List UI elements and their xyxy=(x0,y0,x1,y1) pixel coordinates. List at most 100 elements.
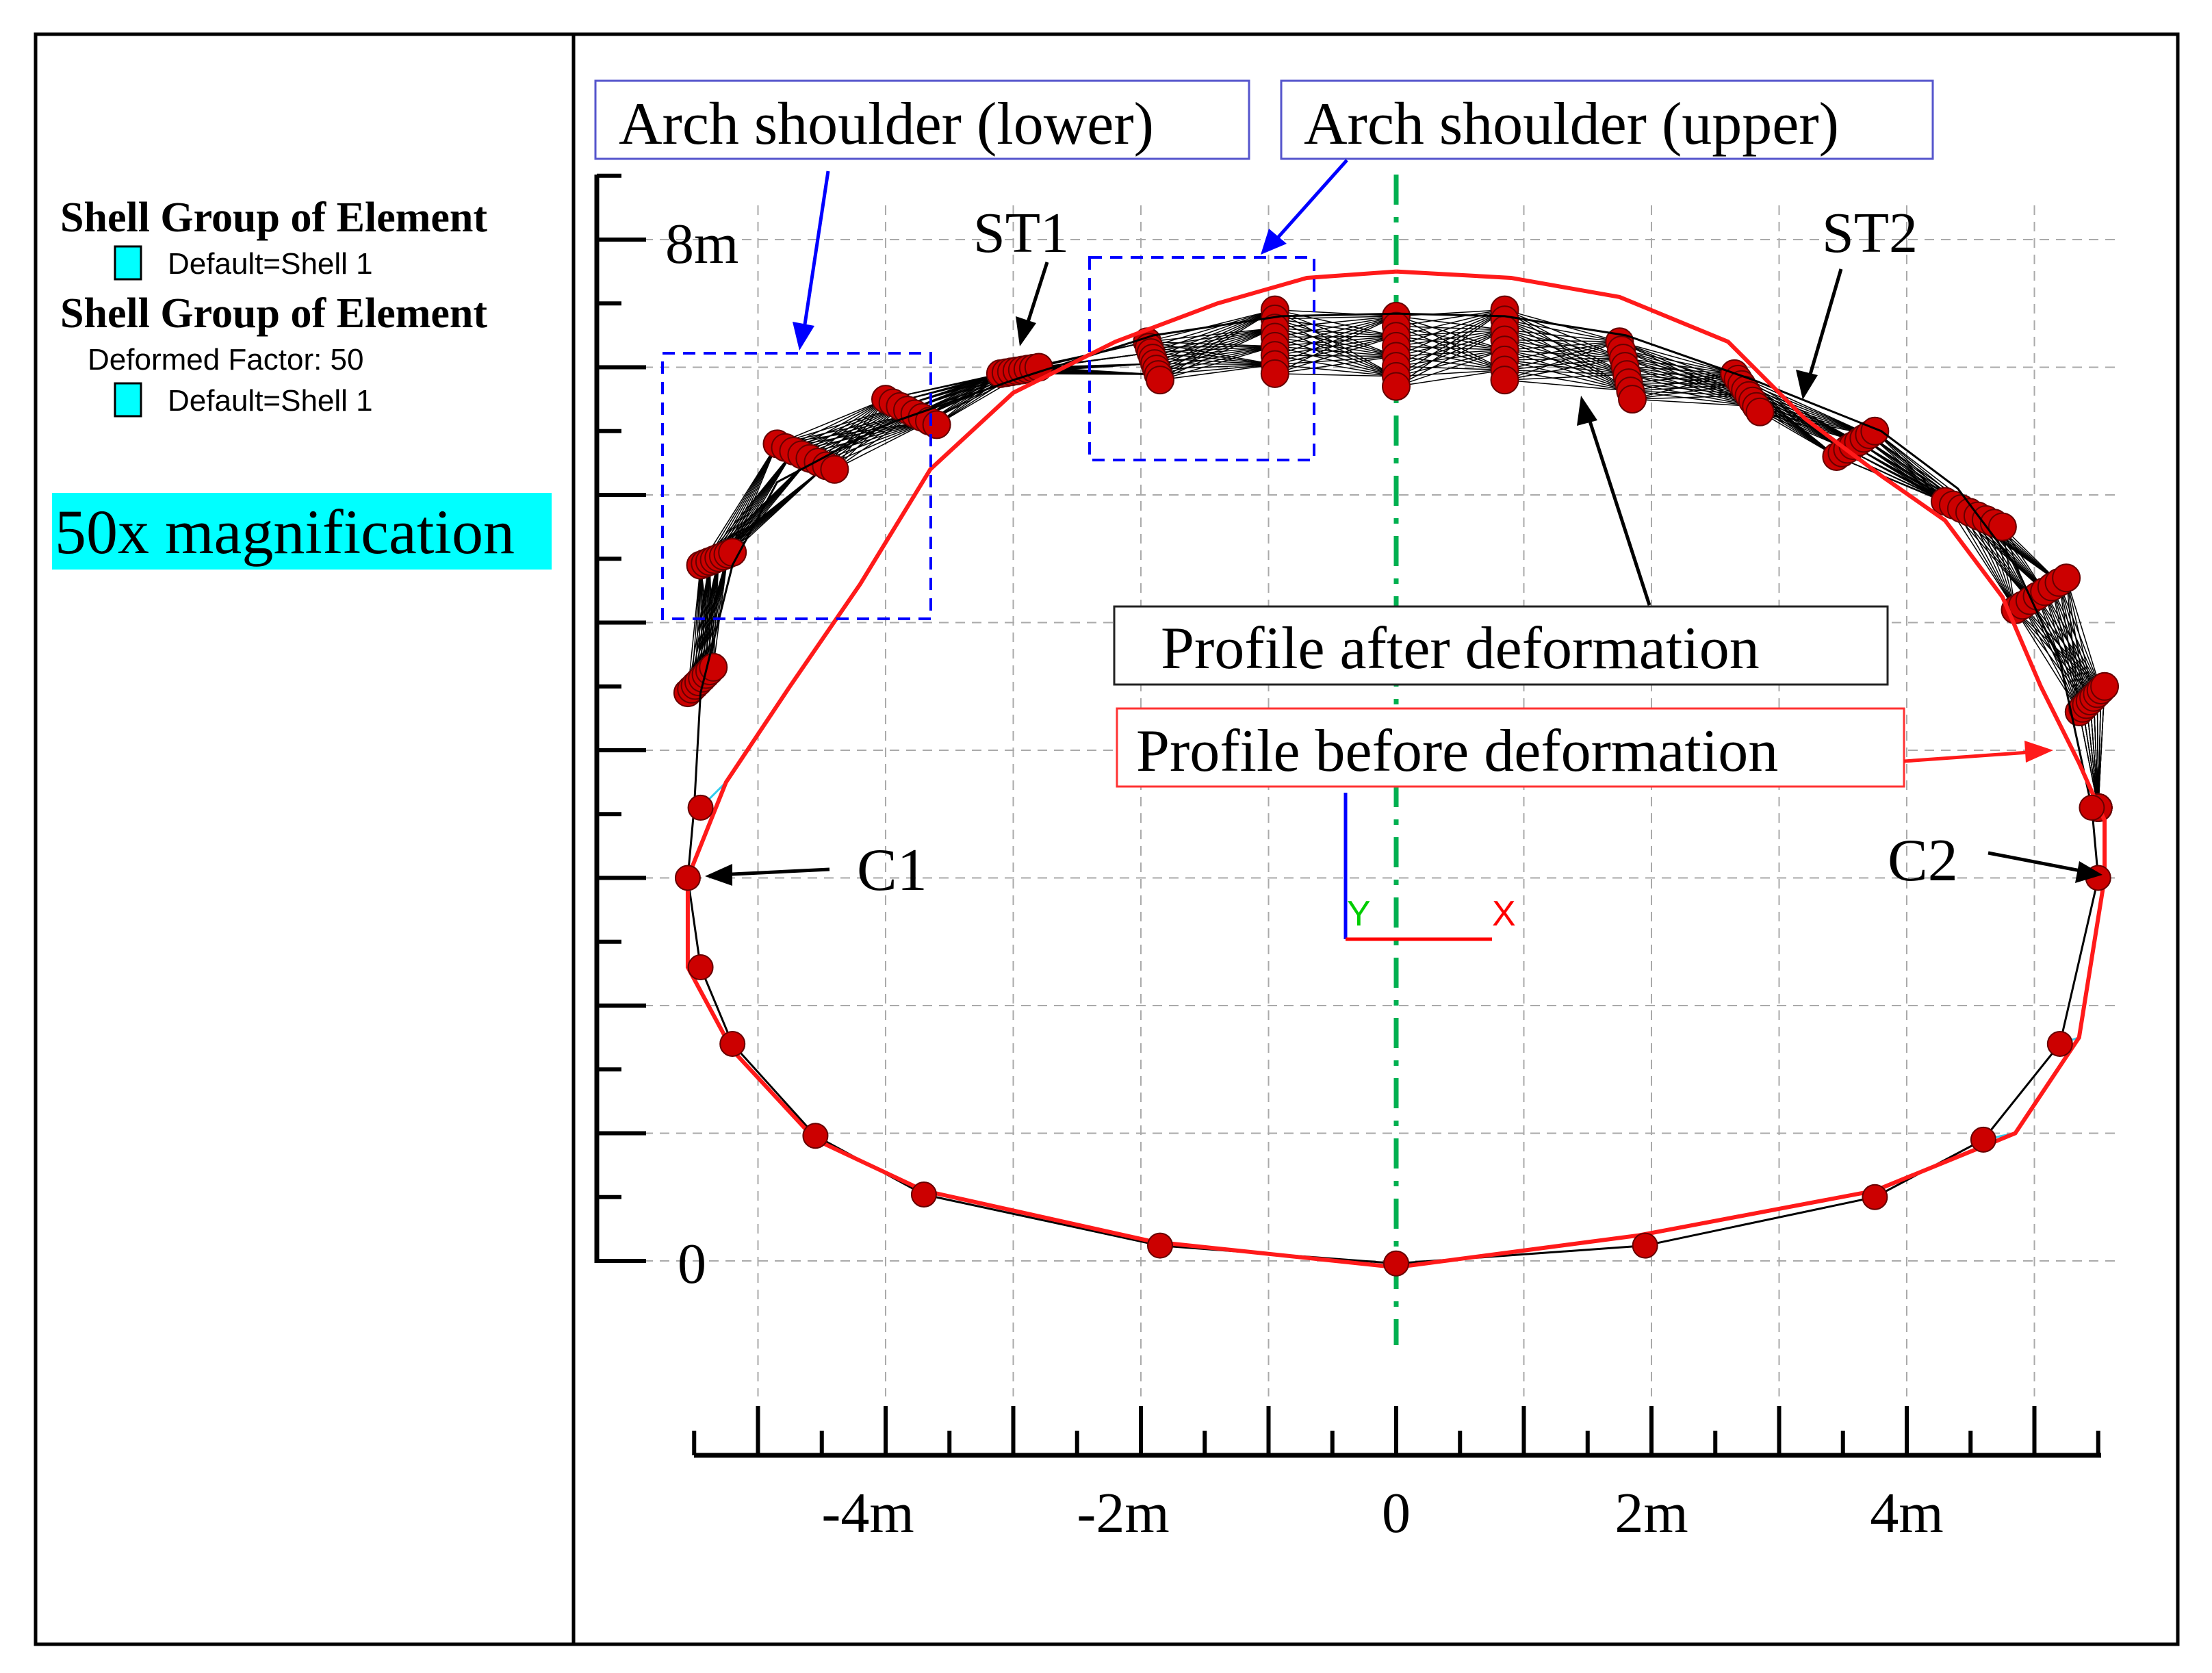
magnification-label: 50x magnification xyxy=(55,497,515,567)
profile-before-arrowhead xyxy=(2024,741,2053,763)
deformation-line xyxy=(1621,349,1735,374)
deformation-line xyxy=(2079,711,2099,808)
c1-label: C1 xyxy=(857,837,927,904)
deformation-line xyxy=(1274,316,1397,338)
deformation-line xyxy=(1504,319,1620,342)
deformation-line xyxy=(1274,335,1397,347)
triad-x-label: X xyxy=(1492,894,1516,934)
shoulder-node xyxy=(820,455,849,484)
x-axis: -4m -2m 0 2m 4m xyxy=(692,1406,2101,1545)
deformation-line xyxy=(1038,352,1151,368)
deformation-line xyxy=(1396,349,1505,387)
arch-lower-region xyxy=(661,352,932,620)
deformation-line xyxy=(2014,609,2094,698)
deformation-line xyxy=(1396,329,1505,377)
c2-arrowhead xyxy=(2075,861,2102,883)
deformation-line xyxy=(1504,319,1623,359)
deformation-line xyxy=(1274,346,1397,357)
node-point xyxy=(1862,1184,1888,1210)
deformation-line xyxy=(1274,355,1397,377)
deformation-line xyxy=(1274,316,1397,347)
deformation-line xyxy=(825,398,886,466)
deformation-line xyxy=(1504,339,1623,359)
deformation-line xyxy=(2029,600,2080,713)
deformation-line xyxy=(1274,316,1397,329)
deformation-line xyxy=(1868,434,1946,502)
profile-after-arrowhead xyxy=(1577,396,1597,426)
st2-arrow xyxy=(1805,268,1843,387)
deformation-line xyxy=(1504,341,1620,371)
deformation-line xyxy=(1504,349,1623,359)
deformation-line xyxy=(1504,329,1628,375)
legend-group1-title: Shell Group of Element xyxy=(60,194,487,241)
deformation-line xyxy=(1504,341,1620,350)
node-point xyxy=(1632,1232,1658,1259)
deformation-line xyxy=(2044,591,2080,713)
shoulder-node xyxy=(1988,512,2017,541)
deformation-line xyxy=(1150,309,1276,353)
legend-group2-entry: Default=Shell 1 xyxy=(168,384,373,418)
deformation-line xyxy=(1274,335,1397,356)
profile-after-arrow xyxy=(1584,410,1651,606)
deformation-line xyxy=(1274,309,1397,377)
deformation-line xyxy=(1274,318,1397,337)
arch-upper-label-box xyxy=(1280,79,1934,160)
legend-group2-title: Shell Group of Element xyxy=(60,290,487,337)
deformation-line xyxy=(1504,359,1628,375)
shoulder-node xyxy=(699,652,728,682)
deformation-line xyxy=(1274,335,1397,366)
outer-frame xyxy=(34,32,2180,1646)
deformation-line xyxy=(1159,309,1276,381)
deformation-line xyxy=(1159,363,1275,381)
triad-y-label: Y xyxy=(1347,894,1371,934)
shoulder-node xyxy=(1145,366,1174,395)
shoulder-node xyxy=(1618,385,1647,414)
y-axis: 8m 0 xyxy=(594,173,738,1296)
arch-upper-region xyxy=(1088,256,1315,461)
node-point xyxy=(2079,794,2105,821)
x-tick-label: 4m xyxy=(1870,1481,1943,1545)
profile-before-label: Profile before deformation xyxy=(1136,718,1778,784)
x-tick-label: -4m xyxy=(821,1481,914,1545)
deformation-line xyxy=(1274,316,1397,356)
deformation-line xyxy=(1504,357,1623,381)
arch-lower-arrowhead xyxy=(793,322,814,350)
deformation-line xyxy=(1396,309,1505,337)
deformation-line xyxy=(1504,341,1620,361)
deformation-line xyxy=(2066,578,2094,698)
deformation-line xyxy=(1504,379,1631,392)
node-point xyxy=(2046,1030,2073,1057)
deformation-line xyxy=(1274,318,1397,377)
node-point xyxy=(674,865,701,891)
deformation-line xyxy=(1396,309,1505,387)
deformation-line xyxy=(1274,355,1397,366)
magnification-badge xyxy=(52,493,552,570)
deformation-line xyxy=(1396,349,1505,377)
deformation-line xyxy=(1863,437,1946,502)
legend-group1-entry: Default=Shell 1 xyxy=(168,247,373,281)
deformation-line xyxy=(732,450,795,553)
deformation-line xyxy=(1158,363,1275,375)
deformation-line xyxy=(709,561,714,667)
arch-lower-label-box xyxy=(594,79,1250,160)
deformation-line xyxy=(1504,374,1628,381)
profile-after-label: Profile after deformation xyxy=(1161,615,1760,682)
legend-deformed-factor: Deformed Factor: 50 xyxy=(88,343,364,376)
arch-lower-arrow xyxy=(800,170,830,343)
deformation-line xyxy=(1630,390,1749,396)
deformation-line xyxy=(712,557,719,667)
c2-label: C2 xyxy=(1888,828,1958,894)
deformation-line xyxy=(1504,357,1623,371)
coordinate-triad: Y X xyxy=(1343,793,1516,941)
deformation-line xyxy=(1504,357,1623,361)
deformation-line xyxy=(1274,336,1397,357)
deformation-line xyxy=(1274,318,1397,357)
deformation-line xyxy=(1630,384,1742,392)
deformation-line xyxy=(1396,329,1505,387)
deformation-line xyxy=(1154,309,1276,364)
deformation-line xyxy=(785,398,886,448)
deformation-line xyxy=(1274,335,1397,338)
deformation-line xyxy=(834,398,886,470)
legend-panel: Shell Group of Element Default=Shell 1 S… xyxy=(52,194,552,570)
